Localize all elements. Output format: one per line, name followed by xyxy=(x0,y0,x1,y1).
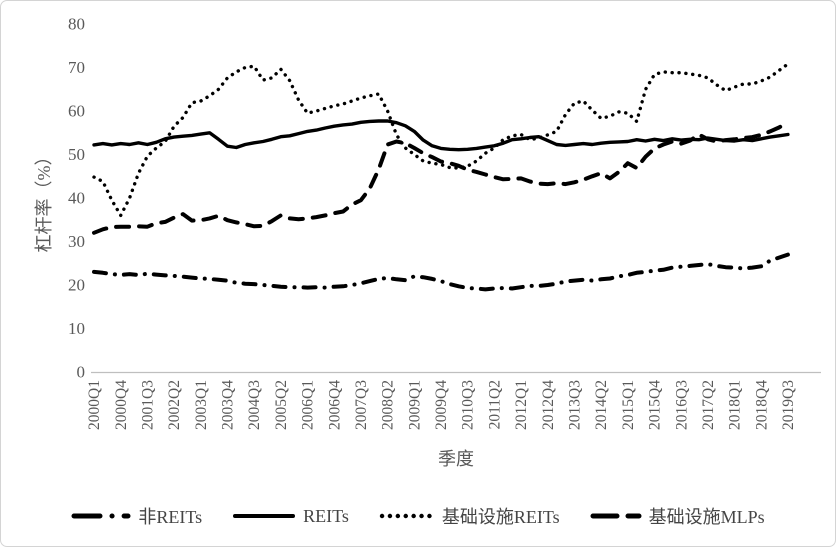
y-axis-tick-label: 0 xyxy=(77,363,86,382)
x-axis-tick-label: 2016Q3 xyxy=(673,380,690,430)
x-axis-tick-label: 2015Q1 xyxy=(620,380,637,430)
legend-label-infra-mlps: 基础设施MLPs xyxy=(648,507,765,527)
y-axis-tick-label: 60 xyxy=(68,102,85,121)
x-axis-tick-label: 2018Q1 xyxy=(727,380,744,430)
x-axis-tick-label: 2012Q4 xyxy=(540,380,557,430)
x-axis-tick-label: 2007Q3 xyxy=(353,380,370,430)
x-axis-tick-label: 2003Q1 xyxy=(193,380,210,430)
y-axis-tick-label: 20 xyxy=(68,276,85,295)
y-axis-tick-label: 10 xyxy=(68,319,85,338)
legend-label-reits: REITs xyxy=(303,505,349,526)
x-axis-tick-label: 2000Q1 xyxy=(86,380,103,430)
x-axis-tick-label: 2011Q2 xyxy=(486,380,503,429)
legend-item-non-reits: 非REITs xyxy=(71,503,202,529)
x-axis-tick-label: 2019Q3 xyxy=(780,380,797,430)
x-axis-tick-label: 2010Q3 xyxy=(460,380,477,430)
x-axis-tick-label: 2018Q4 xyxy=(753,380,770,430)
legend-marker-reits xyxy=(233,514,296,518)
x-axis-tick-label: 2003Q4 xyxy=(220,380,237,430)
x-axis-tick-label: 2002Q2 xyxy=(166,380,183,430)
series-line-infra-reits xyxy=(92,62,790,218)
y-axis-tick-label: 50 xyxy=(68,145,85,164)
x-axis-tick-label: 2017Q2 xyxy=(700,380,717,430)
x-axis-tick-label: 2005Q2 xyxy=(273,380,290,430)
leverage-chart-svg: 0 10 20 30 40 50 60 70 80 2000Q1 2000Q4 2001Q3 2002Q… xyxy=(68,15,821,430)
x-axis-tick-label: 2001Q3 xyxy=(139,380,156,430)
y-axis-title: 杠杆率（%） xyxy=(34,147,54,253)
x-axis-tick-label: 2009Q1 xyxy=(406,380,423,430)
x-axis-title: 季度 xyxy=(438,449,474,469)
series-line-infra-mlps xyxy=(92,120,790,235)
x-axis-tick-label: 2014Q2 xyxy=(593,380,610,430)
x-axis-tick-label: 2013Q3 xyxy=(567,380,584,430)
chart-legend: 非REITs REITs 基础设施REITs 基础设施MLPs xyxy=(1,503,835,529)
y-axis-tick-label: 40 xyxy=(68,189,85,208)
x-axis-tick-label: 2006Q1 xyxy=(300,380,317,430)
y-axis-tick-label: 80 xyxy=(68,15,85,34)
series-line-non-reits xyxy=(92,252,790,292)
y-axis-tick-label: 30 xyxy=(68,232,85,251)
x-axis-tick-label: 2008Q2 xyxy=(380,380,397,430)
legend-marker-infra-reits xyxy=(379,513,435,519)
x-axis-tick-label: 2006Q4 xyxy=(326,380,343,430)
legend-marker-infra-mlps xyxy=(590,513,642,519)
x-axis-tick-label: 2000Q4 xyxy=(113,380,130,430)
x-axis-tick-label: 2015Q4 xyxy=(647,380,664,430)
legend-label-non-reits: 非REITs xyxy=(138,507,203,527)
legend-item-reits: REITs xyxy=(232,506,349,527)
x-axis-tick-label: 2012Q1 xyxy=(513,380,530,430)
legend-item-infra-reits: 基础设施REITs xyxy=(379,503,560,529)
legend-item-infra-mlps: 基础设施MLPs xyxy=(590,503,765,529)
legend-marker-non-reits xyxy=(71,513,131,519)
x-axis-tick-label: 2004Q3 xyxy=(246,380,263,430)
legend-label-infra-reits: 基础设施REITs xyxy=(441,507,560,527)
x-axis-tick-label: 2009Q4 xyxy=(433,380,450,430)
series-line-reits xyxy=(92,119,790,152)
y-axis-tick-label: 70 xyxy=(68,58,85,77)
